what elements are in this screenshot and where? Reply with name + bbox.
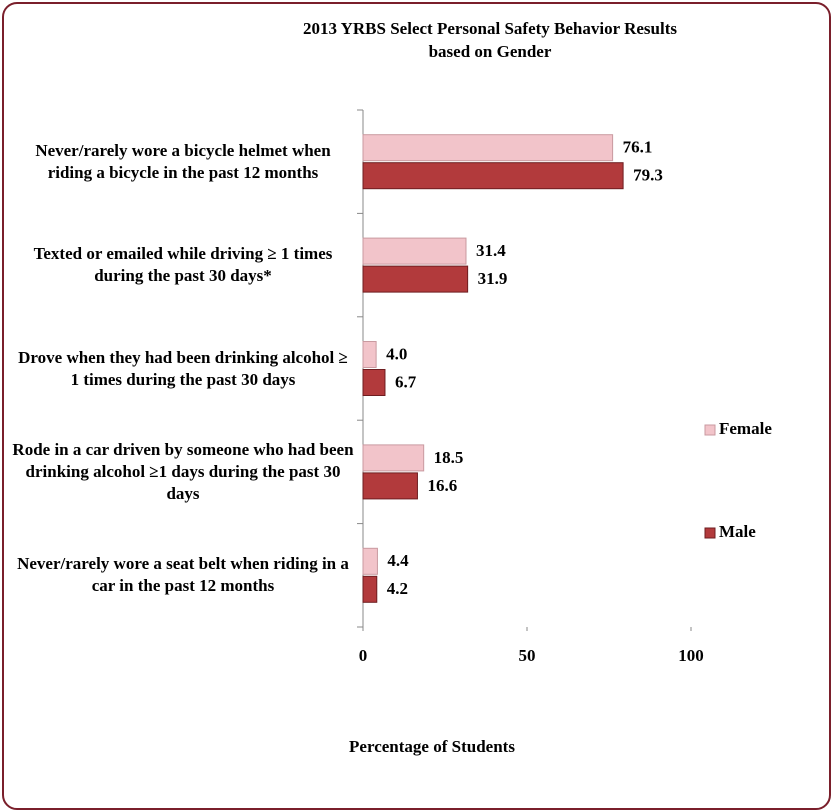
category-label: Never/rarely wore a seat belt when ridin… bbox=[17, 554, 349, 596]
value-label: 79.3 bbox=[633, 166, 663, 185]
value-label: 4.0 bbox=[386, 344, 407, 363]
value-label: 18.5 bbox=[434, 448, 464, 467]
value-label: 4.2 bbox=[387, 579, 408, 598]
x-axis-label: Percentage of Students bbox=[349, 737, 515, 756]
bar bbox=[362, 472, 418, 500]
bar bbox=[362, 265, 469, 293]
category-label: Texted or emailed while driving ≥ 1 time… bbox=[33, 244, 333, 286]
value-label: 16.6 bbox=[427, 476, 457, 495]
bar bbox=[362, 237, 467, 265]
category-label: Rode in a car driven by someone who had … bbox=[12, 439, 354, 503]
bar bbox=[362, 575, 378, 603]
bar bbox=[362, 547, 378, 575]
value-label: 76.1 bbox=[623, 138, 653, 157]
bar bbox=[362, 162, 624, 190]
value-label: 31.4 bbox=[476, 241, 506, 260]
legend-swatch bbox=[704, 527, 716, 539]
legend-swatch bbox=[704, 424, 716, 436]
value-label: 4.4 bbox=[387, 551, 409, 570]
legend-label: Male bbox=[719, 522, 756, 541]
x-tick-label: 100 bbox=[678, 646, 704, 665]
legend-label: Female bbox=[719, 419, 772, 438]
category-label: Drove when they had been drinking alcoho… bbox=[18, 347, 348, 389]
bar bbox=[362, 444, 425, 472]
chart-subtitle: based on Gender bbox=[429, 42, 552, 61]
value-label: 6.7 bbox=[395, 372, 417, 391]
chart-title: 2013 YRBS Select Personal Safety Behavio… bbox=[303, 19, 677, 38]
bar bbox=[362, 341, 377, 368]
x-tick-label: 0 bbox=[359, 646, 368, 665]
bar bbox=[362, 369, 386, 396]
x-tick-label: 50 bbox=[519, 646, 536, 665]
bar bbox=[362, 134, 614, 162]
category-label: Never/rarely wore a bicycle helmet when … bbox=[35, 140, 331, 182]
value-label: 31.9 bbox=[478, 269, 508, 288]
